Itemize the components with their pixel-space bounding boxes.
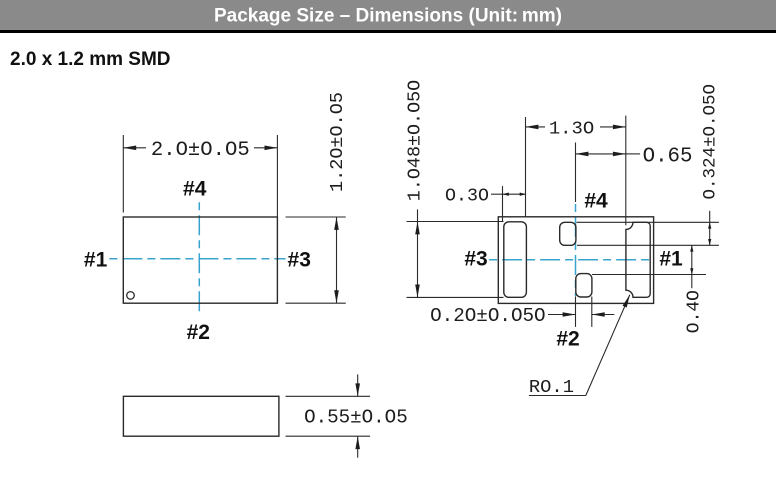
svg-text:RO.1: RO.1 <box>529 376 574 398</box>
svg-text:O.4O: O.4O <box>684 290 704 333</box>
svg-text:#3: #3 <box>288 248 311 271</box>
svg-text:O.2O±O.O5O: O.2O±O.O5O <box>430 305 546 327</box>
svg-text:1.2O±O.O5: 1.2O±O.O5 <box>327 92 348 192</box>
svg-text:1.O48±O.O5O: 1.O48±O.O5O <box>405 80 426 201</box>
svg-text:1.3O: 1.3O <box>549 118 594 140</box>
svg-text:#1: #1 <box>84 248 108 271</box>
svg-text:O.3O: O.3O <box>445 186 489 206</box>
svg-text:Package Size – Dimensions (Uni: Package Size – Dimensions (Unit: mm) <box>214 6 562 27</box>
svg-text:#4: #4 <box>183 178 207 201</box>
svg-text:#3: #3 <box>464 248 487 271</box>
svg-text:#2: #2 <box>556 327 579 350</box>
svg-text:#4: #4 <box>584 190 608 213</box>
svg-text:O.324±O.O5O: O.324±O.O5O <box>701 84 721 200</box>
svg-text:#1: #1 <box>659 248 683 271</box>
svg-text:O.65: O.65 <box>643 145 693 168</box>
svg-text:O.55±O.O5: O.55±O.O5 <box>304 407 408 429</box>
svg-text:2.0 x 1.2 mm SMD: 2.0 x 1.2 mm SMD <box>10 49 171 70</box>
svg-text:2.O±O.O5: 2.O±O.O5 <box>151 139 250 162</box>
svg-text:#2: #2 <box>187 321 210 344</box>
